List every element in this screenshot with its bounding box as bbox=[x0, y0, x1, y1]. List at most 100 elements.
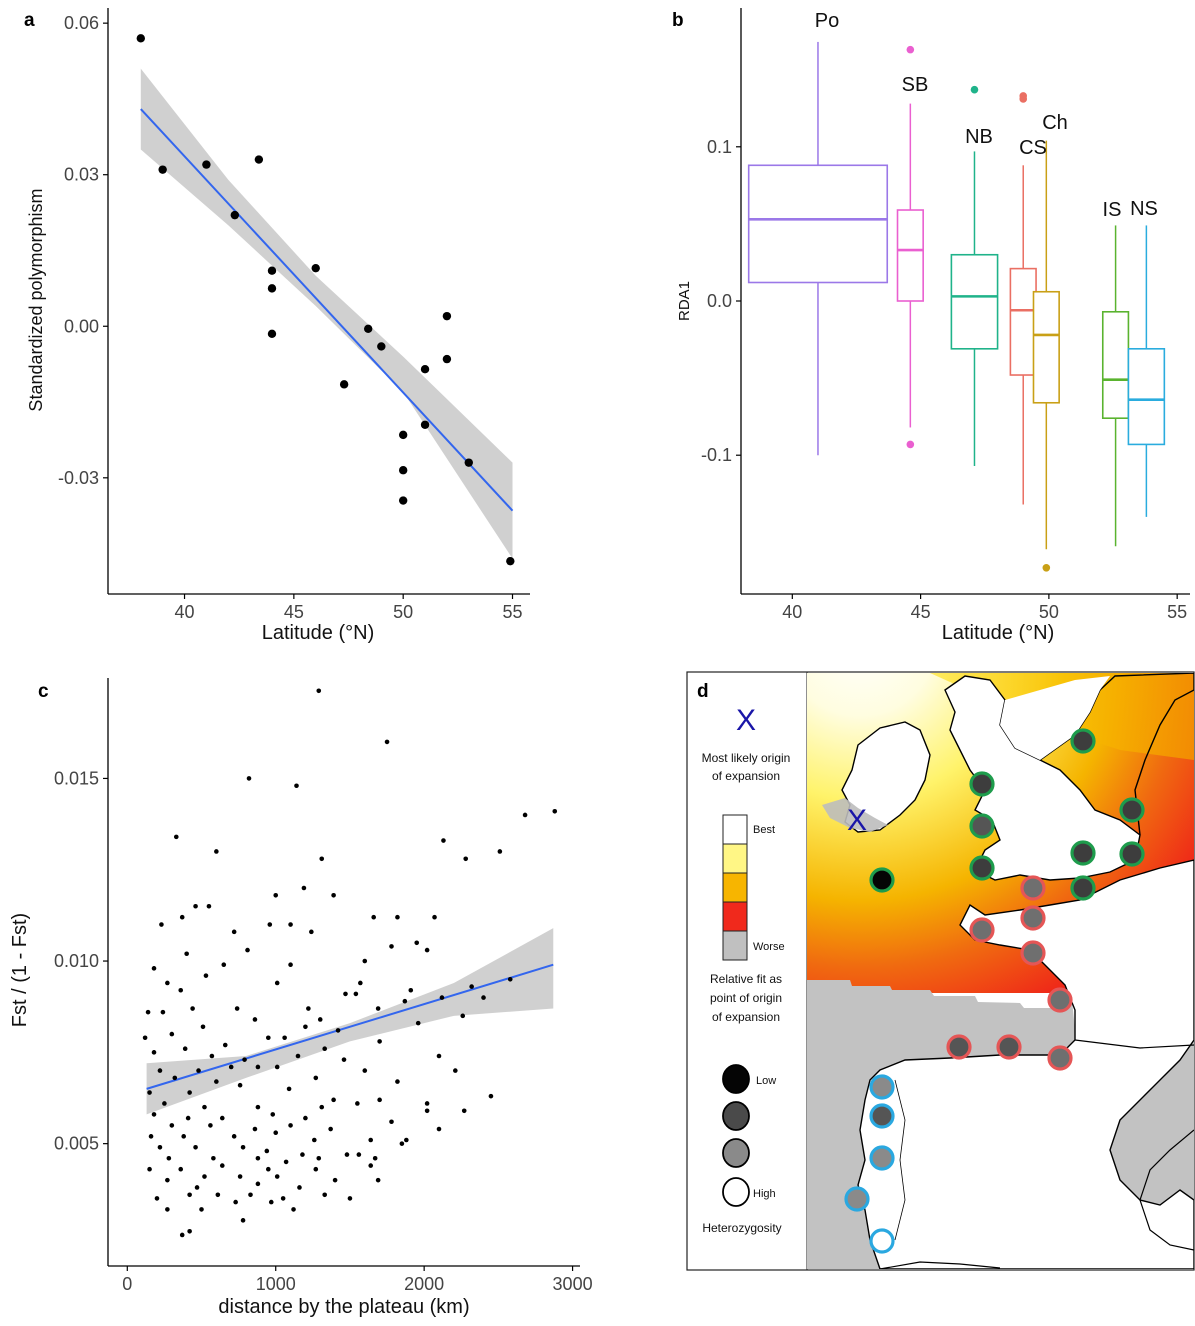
heterozygosity-swatch bbox=[722, 1138, 750, 1168]
data-point bbox=[332, 1177, 338, 1183]
data-point bbox=[246, 776, 252, 781]
data-point bbox=[414, 940, 420, 946]
data-point bbox=[436, 1126, 442, 1132]
box-label-po: Po bbox=[815, 10, 839, 32]
gb-interior bbox=[1000, 676, 1110, 760]
data-point bbox=[165, 1177, 170, 1183]
y-tick-label: 0.005 bbox=[54, 1134, 99, 1154]
axes: 40 45 50 55 -0.03 0.00 0.03 0.06 bbox=[58, 8, 530, 622]
sampling-site bbox=[869, 1145, 895, 1171]
data-point bbox=[506, 556, 515, 566]
data-point bbox=[295, 1053, 301, 1059]
data-point bbox=[384, 739, 390, 745]
data-point bbox=[187, 1192, 192, 1198]
sampling-site bbox=[1020, 905, 1046, 931]
data-point bbox=[335, 1028, 341, 1033]
data-point bbox=[160, 1009, 166, 1015]
data-point bbox=[158, 165, 167, 174]
box-body bbox=[1127, 348, 1166, 446]
axes: 0 1000 2000 3000 0.005 0.010 0.015 bbox=[54, 678, 593, 1294]
data-point bbox=[228, 1064, 234, 1070]
data-point bbox=[252, 1126, 258, 1132]
data-point bbox=[331, 893, 336, 898]
fit-line bbox=[140, 108, 514, 512]
iberia-south bbox=[879, 1261, 1001, 1269]
data-point bbox=[234, 1006, 240, 1011]
data-point bbox=[288, 922, 293, 927]
data-point bbox=[264, 1148, 270, 1154]
y-tick-label: 0.06 bbox=[64, 13, 99, 33]
box-label-is: IS bbox=[1103, 199, 1122, 221]
data-point bbox=[159, 922, 164, 927]
ireland bbox=[841, 721, 931, 833]
legend-origin-label: Most likely origin bbox=[702, 751, 791, 765]
data-point bbox=[402, 998, 408, 1004]
data-point bbox=[398, 466, 408, 475]
sampling-site bbox=[1070, 840, 1096, 866]
data-point bbox=[362, 1068, 368, 1073]
legend-fit-title: of expansion bbox=[712, 1010, 780, 1024]
data-point bbox=[214, 849, 219, 854]
data-point bbox=[286, 1086, 292, 1092]
portugal-border bbox=[894, 1079, 906, 1241]
data-point bbox=[219, 1163, 225, 1168]
data-point bbox=[353, 991, 359, 997]
sampling-site bbox=[869, 867, 895, 893]
data-point bbox=[288, 1123, 293, 1128]
axes: 40 45 50 55 -0.1 0.0 0.1 bbox=[701, 8, 1190, 622]
data-point bbox=[181, 1134, 186, 1139]
data-point bbox=[182, 1046, 188, 1051]
data-point bbox=[267, 922, 273, 927]
map-legend: d X Most likely origin of expansion Best… bbox=[697, 681, 790, 1235]
fit-scale-swatch bbox=[722, 872, 748, 903]
data-point bbox=[202, 1104, 207, 1110]
data-point bbox=[148, 1134, 154, 1139]
data-point bbox=[190, 1006, 195, 1011]
data-point bbox=[267, 266, 277, 275]
x-axis-label: Latitude (°N) bbox=[262, 622, 375, 644]
data-point bbox=[319, 856, 325, 862]
fit-scale-swatch bbox=[722, 843, 748, 874]
data-point bbox=[282, 1035, 287, 1041]
data-point bbox=[255, 1064, 261, 1070]
data-point bbox=[395, 914, 400, 920]
data-point bbox=[311, 263, 320, 273]
heterozygosity-swatch bbox=[722, 1177, 750, 1207]
map-area bbox=[807, 673, 1194, 1269]
data-point bbox=[420, 364, 430, 374]
legend-worse-label: Worse bbox=[753, 941, 785, 953]
data-point bbox=[240, 1145, 246, 1150]
data-point bbox=[291, 1207, 296, 1212]
legend-high-label: High bbox=[753, 1188, 776, 1200]
confidence-band-area bbox=[140, 68, 513, 559]
data-point bbox=[211, 1155, 216, 1161]
data-point bbox=[267, 284, 277, 293]
outlier-point bbox=[1019, 95, 1028, 103]
data-point bbox=[245, 947, 250, 953]
data-point bbox=[368, 1137, 374, 1143]
panel-b: b 40 45 50 55 -0.1 0.0 0.1 Po SB NB CS Ch IS N… bbox=[672, 8, 1190, 644]
data-point bbox=[142, 1035, 148, 1041]
data-point bbox=[215, 1192, 221, 1198]
data-point bbox=[424, 947, 430, 953]
sampling-site bbox=[1119, 797, 1145, 823]
y-tick-label: 0.0 bbox=[707, 291, 732, 311]
data-point bbox=[203, 973, 209, 978]
box-labels: Po SB NB CS Ch IS NS bbox=[815, 10, 1158, 221]
data-point bbox=[453, 1068, 458, 1073]
data-point bbox=[173, 834, 179, 840]
data-point bbox=[313, 1075, 319, 1081]
box-body bbox=[896, 209, 924, 302]
data-point bbox=[185, 1115, 191, 1121]
data-point bbox=[344, 1152, 350, 1157]
sampling-site bbox=[969, 855, 995, 881]
data-point bbox=[199, 1207, 204, 1212]
confidence-band bbox=[140, 68, 513, 559]
data-point bbox=[339, 380, 349, 389]
data-point bbox=[442, 354, 452, 364]
box-nb bbox=[950, 85, 999, 467]
data-point bbox=[442, 311, 452, 321]
data-point bbox=[209, 1053, 215, 1059]
data-point bbox=[187, 1090, 192, 1095]
data-point bbox=[206, 903, 212, 909]
